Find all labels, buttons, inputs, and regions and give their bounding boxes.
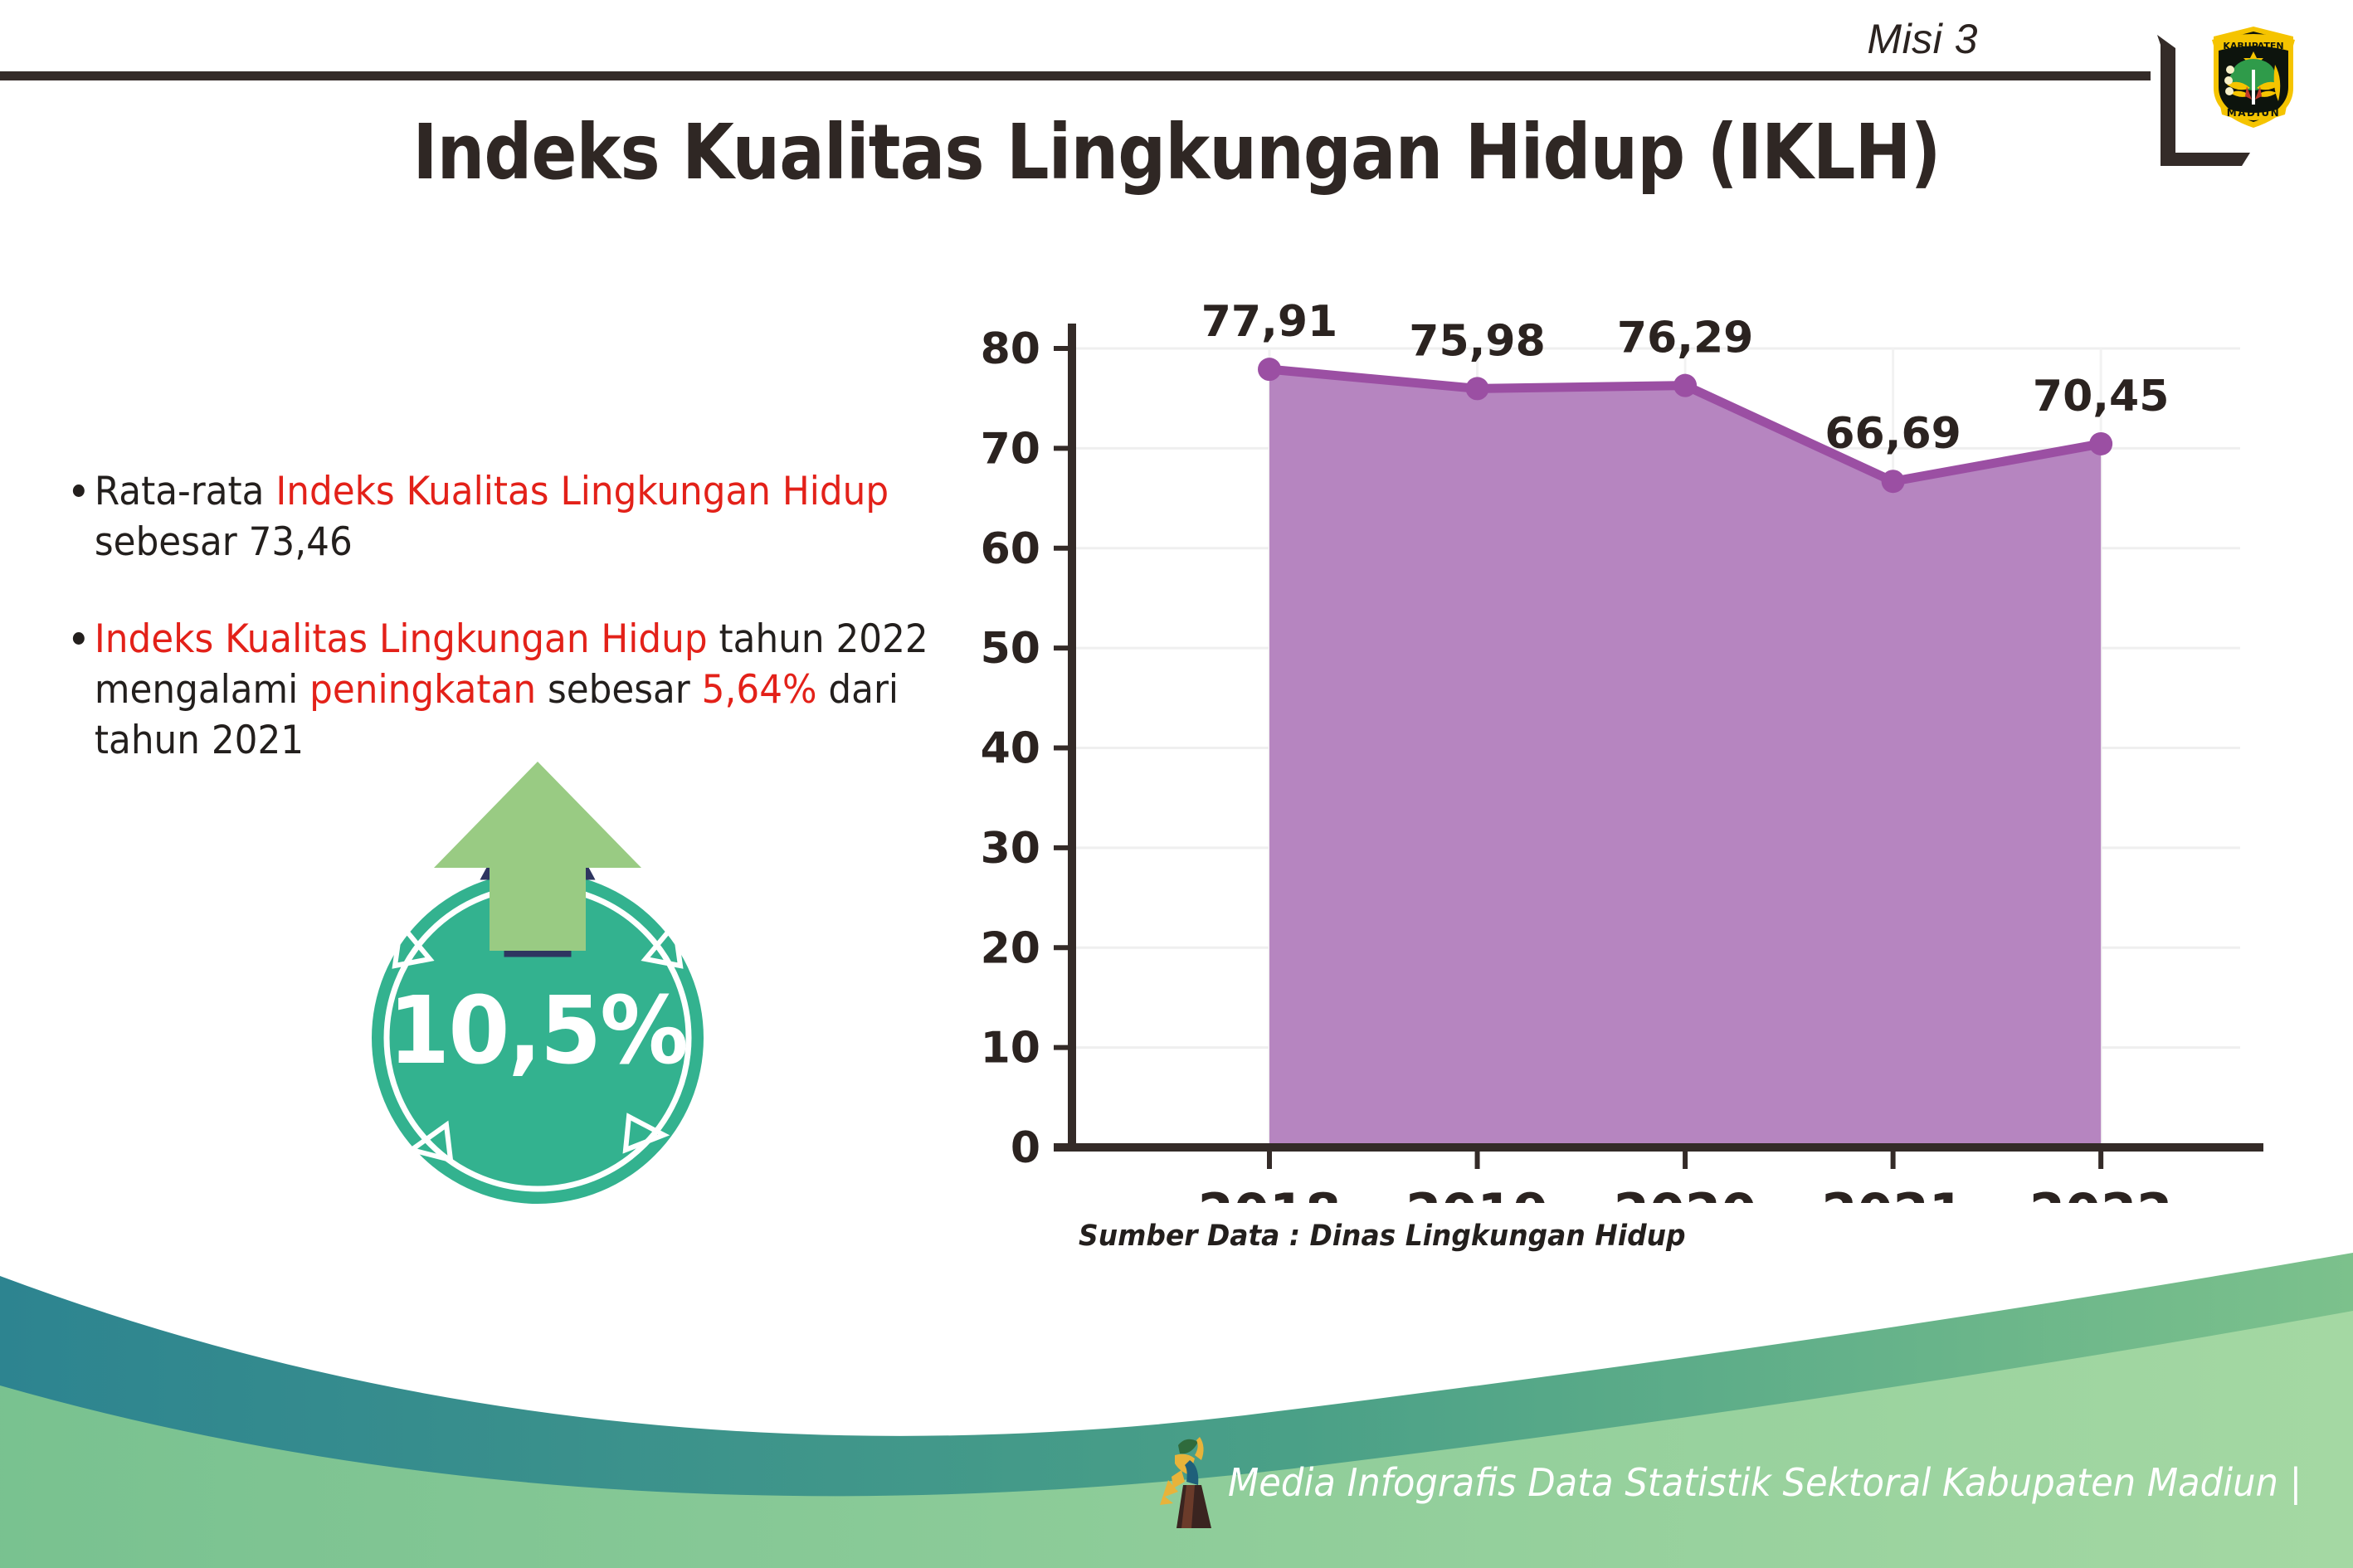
footer-caption: Media Infografis Data Statistik Sektoral… (1228, 1460, 2302, 1505)
logo-bottom-text: MADIUN (2227, 107, 2280, 119)
body-text: tahun 2022 mengalami (94, 616, 928, 713)
y-tick-label: 60 (981, 524, 1040, 574)
highlight-text: 5,64% (701, 667, 817, 713)
page-title: Indeks Kualitas Lingkungan Hidup (IKLH) (412, 108, 1941, 197)
y-axis-tick-labels: 0 10 20 30 40 50 60 70 80 (981, 324, 1040, 1173)
x-tick-label: 2022 (2029, 1182, 2173, 1203)
header-bracket (2157, 35, 2250, 166)
data-point-label: 77,91 (1201, 297, 1337, 347)
y-tick-label: 80 (981, 324, 1040, 374)
x-axis-tick-labels: 2018 2019 2020 2021 2022 (1198, 1182, 2173, 1203)
list-item: Indeks Kualitas Lingkungan Hidup tahun 2… (71, 614, 936, 766)
body-text: sebesar (536, 667, 702, 713)
body-text: dari tahun 2021 (94, 667, 899, 764)
badge-circle (372, 872, 704, 1204)
chart-source-note: Sumber Data : Dinas Lingkungan Hidup (1079, 1220, 1686, 1253)
footer-wave (0, 1253, 2353, 1568)
y-tick-label: 0 (1011, 1123, 1040, 1173)
bullet-list: Rata-rata Indeks Kualitas Lingkungan Hid… (71, 466, 1001, 812)
x-tick-label: 2020 (1614, 1182, 1757, 1203)
spark-triangle-top-right (641, 918, 684, 969)
spark-triangle-top-left (392, 918, 435, 969)
y-tick-label: 20 (981, 923, 1040, 973)
badge-percent-label: 10,5% (388, 977, 689, 1085)
spark-triangle-bottom-right (622, 1113, 670, 1154)
chart-data-labels: 77,91 75,98 76,29 66,69 70,45 (1201, 297, 2170, 459)
data-point-label: 76,29 (1617, 314, 1753, 363)
y-tick-label: 70 (981, 424, 1040, 474)
footer-wave-light (0, 1311, 2353, 1568)
body-text: Rata-rata (94, 469, 276, 514)
chart-area-fill (1269, 369, 2102, 1147)
y-tick-label: 50 (981, 624, 1040, 674)
data-point-label: 70,45 (2033, 372, 2169, 421)
highlight-text: Indeks Kualitas Lingkungan Hidup (275, 469, 889, 514)
list-item: Rata-rata Indeks Kualitas Lingkungan Hid… (71, 466, 936, 567)
y-tick-label: 10 (981, 1024, 1040, 1074)
highlight-text: peningkatan (309, 667, 537, 713)
kabupaten-madiun-logo: KABUPATEN MADIUN (2212, 27, 2295, 128)
highlight-text: Indeks Kualitas Lingkungan Hidup (94, 616, 708, 663)
iklh-area-chart: 0 10 20 30 40 50 60 70 80 2018 2019 2020 2021 2022 7… (981, 297, 2263, 1203)
spark-triangle-bottom-left (406, 1120, 454, 1163)
y-tick-label: 40 (981, 724, 1040, 774)
data-point-label: 66,69 (1824, 409, 1961, 459)
badge-graphic (372, 762, 704, 1204)
data-point-label: 75,98 (1409, 316, 1545, 366)
arrow-up-icon (434, 762, 641, 951)
x-tick-label: 2018 (1198, 1182, 1342, 1203)
y-tick-label: 30 (981, 824, 1040, 874)
header-rule (0, 71, 2151, 80)
misi-label: Misi 3 (1867, 16, 1978, 62)
logo-top-text: KABUPATEN (2223, 41, 2283, 51)
x-tick-label: 2019 (1405, 1182, 1549, 1203)
body-text: sebesar 73,46 (94, 519, 353, 566)
chart-markers (1258, 358, 2113, 494)
statistik-figure-logo (1160, 1437, 1211, 1528)
x-tick-label: 2021 (1821, 1182, 1965, 1203)
increase-badge: 10,5% (322, 752, 753, 1216)
